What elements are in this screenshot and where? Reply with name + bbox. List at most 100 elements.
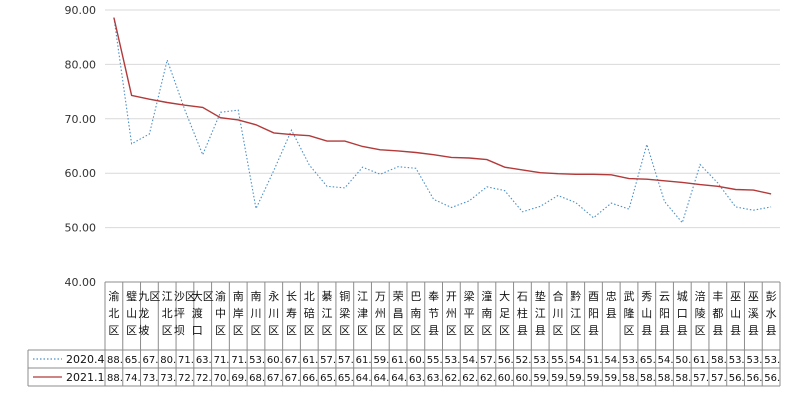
table-cell: 54. [604,355,620,366]
category-char: 龙 [138,307,149,320]
category-char: 隆 [624,306,635,320]
table-cell: 88. [107,355,123,366]
table-cell: 53. [249,355,265,366]
category-char: 巫 [730,290,741,303]
category-char: 中 [215,307,226,320]
table-cell: 58. [640,373,656,384]
category-char: 区 [250,324,261,337]
category-char: 城 [677,290,688,303]
table-cell: 64. [391,373,407,384]
category-char: 区 [570,324,581,337]
category-char: 区 [339,324,350,337]
table-cell: 53. [729,355,745,366]
plot-lines [113,17,772,224]
table-cell: 70. [214,373,230,384]
category-label: 丰都县 [712,290,723,337]
table-cell: 54. [658,355,674,366]
category-char: 北 [162,307,173,320]
category-char: 县 [677,324,688,337]
category-char: 区 [203,290,214,303]
category-char: 渝 [215,289,226,303]
category-label: 綦江区 [322,290,333,337]
category-char: 县 [712,324,723,337]
category-label: 巴南区 [410,290,421,337]
table-cell: 71. [214,355,230,366]
category-char: 九 [138,290,149,303]
category-char: 区 [552,324,563,337]
table-cell: 65. [338,373,354,384]
category-char: 坪 [174,307,185,320]
category-char: 口 [192,324,203,337]
category-char: 巫 [748,290,759,303]
table-cell: 66. [302,373,318,384]
category-label: 大渡口 区 [192,289,214,337]
series-line [113,17,772,224]
category-char: 区 [162,324,173,337]
table-cell: 61. [356,355,372,366]
category-label: 璧山区 [126,289,137,337]
category-char: 江 [322,307,333,320]
category-label: 江津区 [357,290,368,337]
category-char: 石 [517,290,528,303]
category-char: 坝 [174,323,185,337]
category-char: 山 [126,307,137,320]
category-char: 忠 [606,290,617,303]
category-label: 南岸区 [233,290,244,337]
category-char: 区 [624,324,635,337]
category-char: 口 [677,307,688,320]
table-cell: 60. [409,355,425,366]
category-char: 奉 [428,289,439,303]
y-tick-label: 60.00 [65,167,97,180]
category-char: 区 [149,290,160,303]
category-char: 区 [108,324,119,337]
category-label: 北碚区 [304,290,315,337]
table-cell: 59. [373,355,389,366]
category-char: 都 [712,307,723,320]
table-cell: 58. [622,373,638,384]
table-cell: 73. [160,373,176,384]
category-char: 北 [304,290,315,303]
category-char: 岸 [233,307,244,320]
category-char: 区 [393,324,404,337]
category-char: 云 [659,290,670,303]
table-cell: 56. [746,373,762,384]
table-cell: 69. [231,373,247,384]
category-char: 区 [481,324,492,337]
table-cell: 51. [587,355,603,366]
table-cell: 67. [285,355,301,366]
category-char: 节 [428,307,439,320]
category-label: 梁平区 [464,289,475,337]
category-char: 潼 [481,289,492,303]
category-char: 平 [464,307,475,320]
category-char: 区 [357,324,368,337]
table-cell: 50. [675,355,691,366]
category-char: 南 [233,290,244,303]
category-char: 区 [499,324,510,337]
category-label: 奉节县 [428,289,439,337]
table-cell: 57. [711,373,727,384]
category-char: 区 [185,290,196,303]
category-label: 永川区 [268,289,279,337]
category-char: 梁 [464,289,475,303]
y-axis: 40.00 50.00 60.00 70.00 80.00 90.00 [65,4,97,289]
series-line [113,17,772,195]
category-char: 江 [570,307,581,320]
category-char: 合 [552,289,563,303]
category-char: 州 [446,307,457,320]
category-label: 长寿区 [286,290,297,337]
table-cell: 55. [551,355,567,366]
table-cell: 60. [498,373,514,384]
category-char: 寿 [286,306,297,320]
category-char: 秀 [641,290,652,303]
category-char: 区 [446,324,457,337]
y-tick-label: 70.00 [65,113,97,126]
table-cell: 57. [338,355,354,366]
category-char: 县 [606,307,617,320]
category-label: 万州区 [375,290,386,337]
table-cell: 53. [533,355,549,366]
category-char: 水 [766,307,777,320]
table-cell: 67. [143,355,159,366]
category-char: 川 [268,307,279,320]
category-char: 南 [410,307,421,320]
